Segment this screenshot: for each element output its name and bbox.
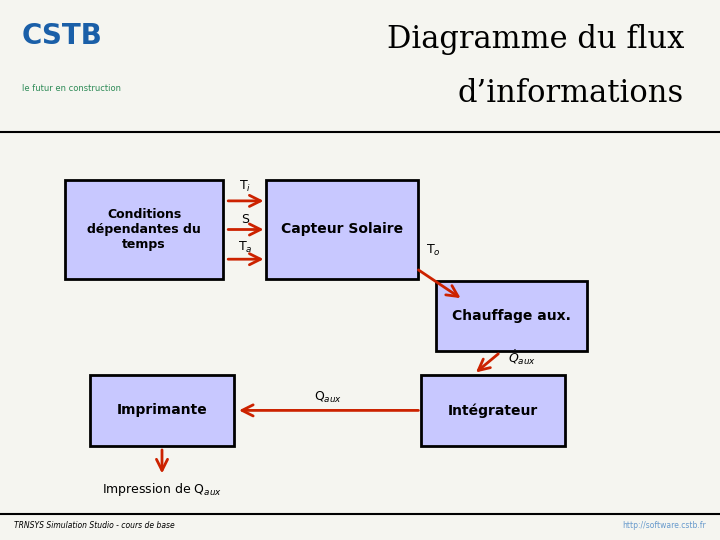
Text: TRNSYS Simulation Studio - cours de base: TRNSYS Simulation Studio - cours de base bbox=[14, 521, 175, 530]
FancyBboxPatch shape bbox=[266, 179, 418, 280]
Text: T$_i$: T$_i$ bbox=[239, 179, 251, 194]
FancyBboxPatch shape bbox=[90, 375, 234, 445]
FancyBboxPatch shape bbox=[421, 375, 565, 445]
FancyBboxPatch shape bbox=[436, 281, 587, 351]
Text: Chauffage aux.: Chauffage aux. bbox=[451, 309, 571, 323]
Text: le futur en construction: le futur en construction bbox=[22, 84, 121, 93]
Text: d’informations: d’informations bbox=[458, 78, 684, 109]
Text: CSTB: CSTB bbox=[22, 22, 102, 50]
Text: Impression de Q$_{aux}$: Impression de Q$_{aux}$ bbox=[102, 481, 222, 497]
Text: Diagramme du flux: Diagramme du flux bbox=[387, 24, 684, 55]
Text: T$_a$: T$_a$ bbox=[238, 240, 252, 255]
Text: S: S bbox=[240, 213, 249, 226]
Text: Imprimante: Imprimante bbox=[117, 403, 207, 417]
Text: Capteur Solaire: Capteur Solaire bbox=[281, 222, 403, 237]
Text: Q$_{aux}$: Q$_{aux}$ bbox=[313, 390, 342, 405]
Text: Conditions
dépendantes du
temps: Conditions dépendantes du temps bbox=[87, 208, 201, 251]
Text: Intégrateur: Intégrateur bbox=[448, 403, 539, 417]
Text: T$_o$: T$_o$ bbox=[426, 243, 441, 258]
FancyBboxPatch shape bbox=[65, 179, 223, 280]
Text: $\dot{Q}_{aux}$: $\dot{Q}_{aux}$ bbox=[508, 348, 536, 367]
Text: http://software.cstb.fr: http://software.cstb.fr bbox=[622, 521, 706, 530]
